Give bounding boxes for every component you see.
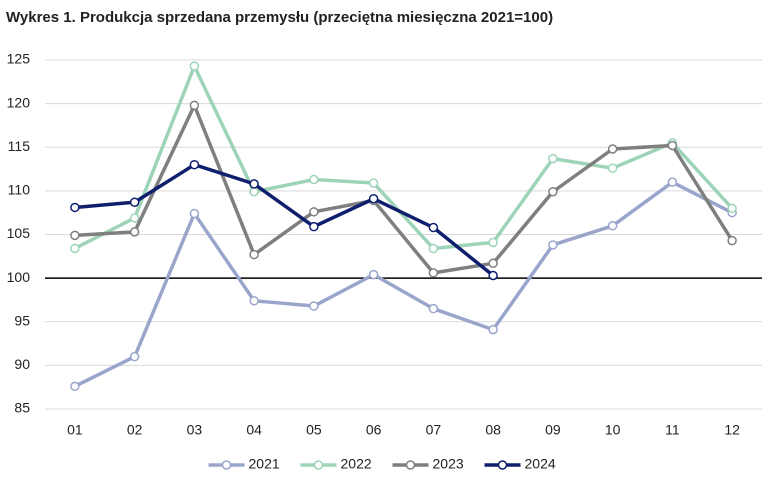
point — [488, 270, 498, 281]
series-line — [74, 162, 495, 277]
point — [249, 179, 259, 189]
y-tick-label: 105 — [7, 225, 31, 241]
y-tick-label: 115 — [8, 138, 31, 154]
x-tick-label: 10 — [605, 422, 621, 438]
x-tick-label: 09 — [545, 422, 561, 438]
y-tick-label: 90 — [14, 356, 30, 372]
x-tick-label: 05 — [306, 422, 322, 438]
point — [727, 235, 737, 246]
x-tick-label: 02 — [127, 422, 143, 438]
point — [548, 153, 558, 164]
point — [189, 61, 200, 71]
x-tick-label: 06 — [366, 422, 382, 438]
legend-marker — [313, 460, 324, 470]
series-line — [74, 180, 733, 388]
point — [667, 177, 678, 187]
point — [249, 249, 259, 260]
legend-label: 2022 — [341, 456, 372, 472]
x-tick-label: 01 — [67, 422, 83, 438]
legend-marker — [497, 460, 508, 470]
point — [70, 230, 80, 241]
series-line — [74, 103, 734, 275]
point — [428, 303, 439, 314]
point — [488, 258, 498, 269]
legend-label: 2024 — [525, 456, 556, 472]
point — [129, 213, 140, 223]
x-tick-label: 03 — [187, 422, 203, 438]
y-tick-label: 110 — [8, 182, 31, 198]
legend-label: 2021 — [249, 456, 280, 472]
point — [309, 174, 319, 185]
chart-title: Wykres 1. Produkcja sprzedana przemysłu … — [6, 9, 553, 26]
point — [368, 178, 379, 188]
point — [129, 197, 140, 207]
legend-marker — [221, 460, 232, 470]
legend-marker — [405, 460, 416, 470]
x-tick-label: 08 — [485, 422, 501, 438]
point — [70, 243, 80, 254]
point — [428, 222, 439, 233]
point — [70, 202, 80, 213]
point — [70, 381, 80, 392]
point — [727, 203, 737, 214]
point — [189, 100, 200, 111]
point — [368, 193, 379, 204]
x-tick-label: 11 — [665, 422, 680, 438]
y-tick-label: 120 — [7, 94, 31, 110]
point — [607, 144, 618, 154]
point — [488, 237, 498, 248]
point — [548, 186, 558, 197]
point — [129, 227, 140, 237]
point — [428, 268, 439, 278]
point — [309, 207, 319, 217]
series-line — [74, 64, 734, 251]
point — [368, 269, 379, 280]
point — [428, 243, 439, 254]
point — [488, 324, 498, 335]
y-tick-label: 100 — [7, 269, 31, 285]
point — [667, 140, 678, 151]
y-tick-label: 85 — [14, 400, 30, 416]
x-tick-label: 04 — [246, 422, 262, 438]
point — [249, 296, 259, 306]
point — [129, 351, 140, 362]
point — [309, 221, 319, 232]
legend-label: 2023 — [433, 456, 464, 472]
point — [189, 159, 200, 170]
point — [607, 163, 618, 173]
point — [249, 186, 259, 197]
x-tick-label: 07 — [426, 422, 442, 438]
y-tick-label: 95 — [14, 312, 30, 328]
x-tick-label: 12 — [724, 422, 740, 438]
point — [309, 301, 319, 311]
point — [548, 240, 558, 250]
y-tick-label: 125 — [7, 51, 31, 67]
point — [607, 221, 618, 231]
point — [189, 208, 200, 219]
